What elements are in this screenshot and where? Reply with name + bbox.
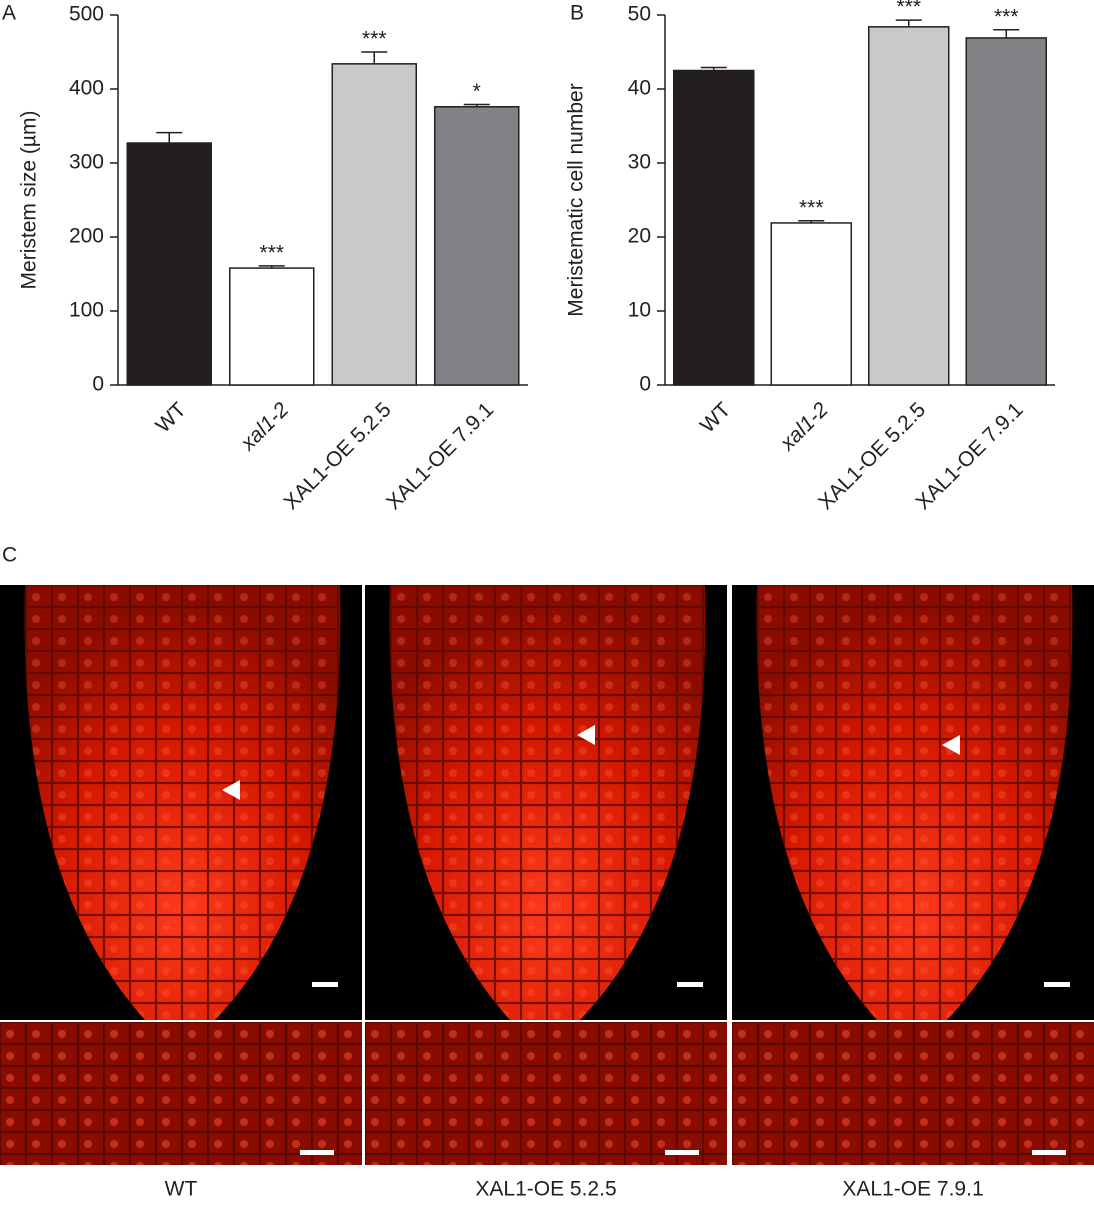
scale-bar [1044,982,1070,987]
bar [965,37,1047,386]
micrograph-detail [732,1022,1094,1165]
root-cells [24,585,341,1020]
y-tick-label: 30 [628,151,651,174]
bar [770,222,852,386]
bar [434,106,520,386]
scale-bar [1032,1150,1066,1155]
bar [868,26,950,386]
micrograph [732,585,1094,1020]
y-axis-label: Meristematic cell number [565,83,588,316]
arrowhead [577,725,595,745]
panel-label: B [570,2,584,25]
y-tick-label: 100 [69,299,104,322]
bar [673,69,755,386]
y-tick-label: 10 [628,299,651,322]
y-tick-label: 50 [628,3,651,26]
root-cells [365,1022,727,1165]
y-tick-label: 40 [628,77,651,100]
significance: *** [896,0,921,19]
significance: *** [799,196,824,219]
arrowhead [942,735,960,755]
panel-label: C [2,544,17,567]
x-tick-label: xal1-2 [236,398,294,456]
panel-label: A [2,2,16,25]
x-tick-label: XAL1-OE 5.2.5 [280,398,396,514]
y-tick-label: 500 [69,3,104,26]
micrograph-detail [0,1022,362,1165]
bar [331,63,417,386]
arrowhead [222,780,240,800]
root-cells [0,1022,362,1165]
root-cells [756,585,1073,1020]
root-cells [732,1022,1094,1165]
micrograph [365,585,727,1020]
scale-bar [300,1150,334,1155]
significance: *** [259,241,284,264]
scale-bar [665,1150,699,1155]
scale-bar [677,982,703,987]
y-axis-label: Meristem size (µm) [18,111,41,290]
y-tick-label: 200 [69,225,104,248]
significance: *** [362,28,387,51]
micrograph-detail [365,1022,727,1165]
caption: XAL1-OE 5.2.5 [475,1178,616,1200]
scale-bar [312,982,338,987]
significance: * [473,80,481,103]
x-tick-label: WT [696,398,735,437]
micrograph [0,585,362,1020]
x-tick-label: xal1-2 [775,398,833,456]
y-tick-label: 20 [628,225,651,248]
y-tick-label: 0 [92,373,104,396]
x-tick-label: WT [151,398,190,437]
bar [229,267,315,386]
y-tick-label: 0 [639,373,651,396]
caption: XAL1-OE 7.9.1 [842,1178,983,1200]
x-tick-label: XAL1-OE 7.9.1 [382,398,498,514]
caption: WT [165,1178,198,1200]
root-cells [389,585,706,1020]
y-tick-label: 300 [69,151,104,174]
bar [126,142,212,386]
y-tick-label: 400 [69,77,104,100]
significance: *** [994,5,1019,28]
